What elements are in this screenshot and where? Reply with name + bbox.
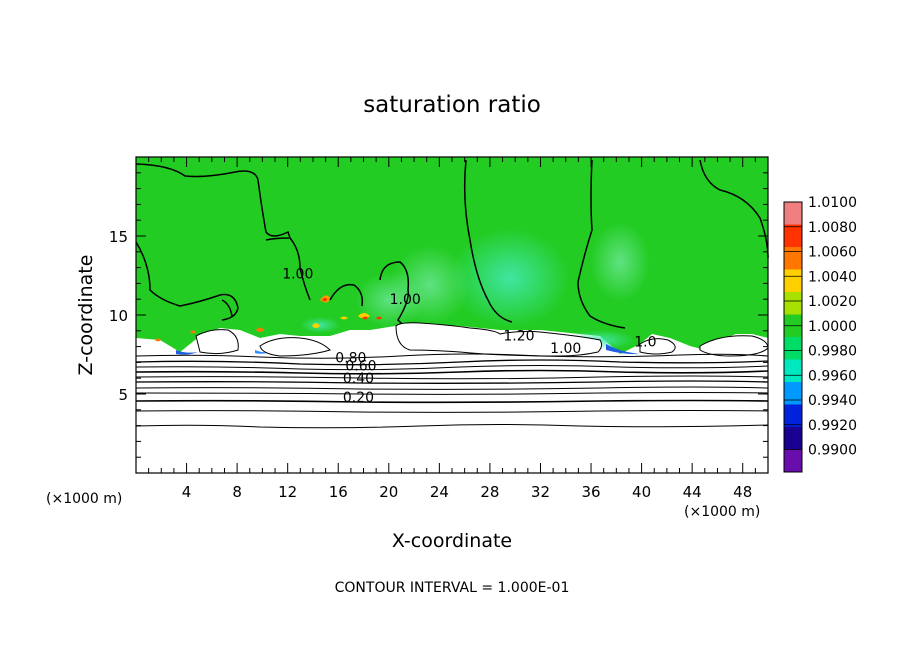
cloud-region-outlines bbox=[195, 322, 769, 357]
colorbar-label: 1.0100 bbox=[808, 195, 857, 211]
contour-label: 1.00 bbox=[390, 292, 421, 308]
subsaturated-spot bbox=[606, 344, 640, 355]
colorbar-swatch bbox=[784, 224, 802, 248]
supersaturated-spot bbox=[322, 297, 327, 302]
colorbar-label: 0.9920 bbox=[808, 418, 857, 434]
contour-label: 0.20 bbox=[343, 390, 374, 406]
contour-label: 1.0 bbox=[634, 335, 656, 351]
x-tick-label: 48 bbox=[733, 483, 752, 501]
colorbar-label: 0.9900 bbox=[808, 443, 857, 459]
x-axis-unit-right: (×1000 m) bbox=[684, 504, 760, 520]
colorbar-label: 0.9960 bbox=[808, 368, 857, 384]
x-axis-unit-left: (×1000 m) bbox=[46, 491, 122, 507]
moist-plume bbox=[450, 228, 570, 328]
supersaturated-spot bbox=[362, 316, 368, 320]
colorbar-swatch bbox=[784, 449, 802, 473]
moist-plume bbox=[300, 317, 340, 333]
colorbar-label: 1.0020 bbox=[808, 294, 857, 310]
colorbar-swatch bbox=[784, 202, 802, 225]
chart-title: saturation ratio bbox=[363, 92, 541, 118]
colorbar-swatch bbox=[784, 269, 802, 293]
colorbar-swatch bbox=[784, 404, 802, 428]
contour-interval-note: CONTOUR INTERVAL = 1.000E-01 bbox=[335, 580, 570, 596]
colorbar-label: 1.0000 bbox=[808, 319, 857, 335]
colorbar-swatch bbox=[784, 292, 802, 315]
x-tick-label: 8 bbox=[232, 483, 242, 501]
supersaturated-spot bbox=[312, 323, 320, 328]
colorbar-label: 1.0040 bbox=[808, 269, 857, 285]
colorbar-label: 0.9980 bbox=[808, 344, 857, 360]
x-tick-label: 16 bbox=[329, 483, 348, 501]
colorbar-swatch bbox=[784, 382, 802, 405]
supersaturated-spot bbox=[340, 316, 348, 320]
x-tick-label: 36 bbox=[581, 483, 600, 501]
colorbar: 1.0100 1.0080 1.0060 1.0040 1.0020 1.0000 0.99… bbox=[783, 195, 857, 473]
supersaturated-spot bbox=[376, 316, 382, 320]
supersaturated-spot bbox=[256, 327, 264, 332]
contour-label: 1.00 bbox=[550, 341, 581, 357]
plot-area: 1.00 1.00 1.20 1.00 1.0 0.800.600.40 0.20 bbox=[135, 156, 769, 474]
x-tick-label: 32 bbox=[531, 483, 550, 501]
colorbar-label: 1.0080 bbox=[808, 220, 857, 236]
y-tick-label: 10 bbox=[109, 307, 128, 325]
colorbar-swatch bbox=[784, 337, 802, 360]
x-tick-label: 24 bbox=[430, 483, 449, 501]
colorbar-label: 0.9940 bbox=[808, 393, 857, 409]
subsaturated-spot bbox=[176, 350, 198, 355]
y-tick-label: 15 bbox=[109, 228, 128, 246]
contour-label: 0.60 bbox=[345, 358, 376, 374]
x-tick-label: 40 bbox=[632, 483, 651, 501]
supersaturated-spot bbox=[190, 330, 196, 334]
y-tick-label: 5 bbox=[118, 386, 128, 404]
contour-lines-upper bbox=[135, 159, 769, 329]
x-axis-ticks: 4 8 12 16 20 24 28 32 36 40 44 48 bbox=[148, 157, 756, 501]
x-axis-label: X-coordinate bbox=[392, 530, 512, 552]
y-axis-ticks: 5 10 15 bbox=[109, 172, 768, 458]
colorbar-label: 1.0060 bbox=[808, 245, 857, 261]
y-axis-label: Z-coordinate bbox=[75, 255, 97, 376]
colorbar-swatch bbox=[784, 247, 802, 270]
colorbar-swatch bbox=[784, 359, 802, 383]
contour-label: 0.40 bbox=[343, 371, 374, 387]
contour-label: 0.80 bbox=[335, 350, 366, 366]
supersaturated-spot bbox=[155, 338, 161, 342]
colorbar-swatch bbox=[784, 427, 802, 450]
moist-plume bbox=[355, 272, 425, 328]
x-tick-label: 28 bbox=[480, 483, 499, 501]
moist-plume bbox=[590, 222, 650, 302]
contour-label: 1.00 bbox=[282, 267, 313, 283]
x-tick-label: 4 bbox=[182, 483, 192, 501]
contour-lines-lower bbox=[135, 353, 769, 429]
x-tick-label: 44 bbox=[683, 483, 702, 501]
x-tick-label: 12 bbox=[278, 483, 297, 501]
contour-labels: 1.00 1.00 1.20 1.00 1.0 0.800.600.40 0.20 bbox=[282, 267, 656, 406]
contour-label: 1.20 bbox=[503, 328, 534, 344]
x-tick-label: 20 bbox=[379, 483, 398, 501]
